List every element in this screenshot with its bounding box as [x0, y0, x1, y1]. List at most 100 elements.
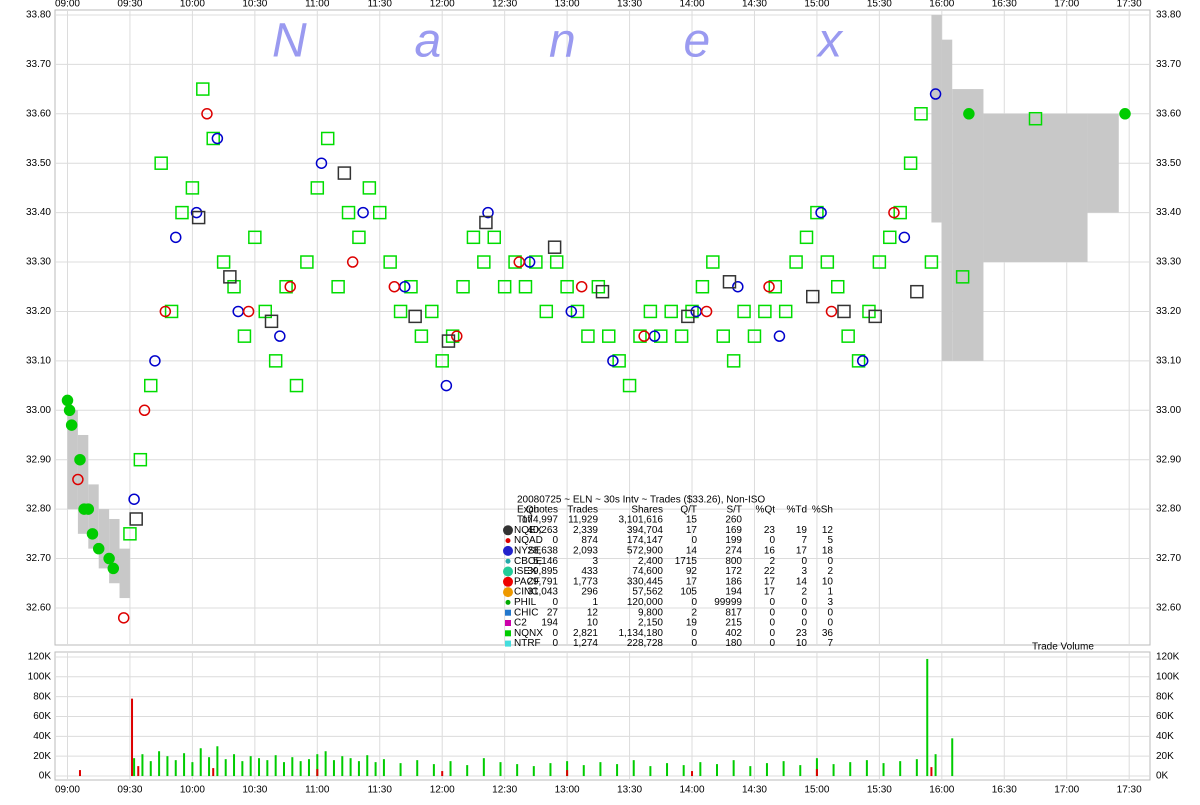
trade-marker — [888, 206, 900, 219]
quote-marker — [456, 279, 470, 294]
quote-marker — [547, 240, 562, 254]
table-cell: 28,638 — [527, 546, 558, 557]
quote-marker — [268, 354, 283, 368]
x-tick-label: 12:00 — [430, 785, 455, 796]
quote-marker — [695, 279, 710, 294]
x-tick-label: 13:00 — [555, 785, 580, 796]
y-tick-label: 33.80 — [26, 10, 51, 21]
table-cell: 0 — [691, 638, 697, 649]
y-tick-label-right: 0K — [1156, 771, 1169, 782]
table-cell: 0 — [769, 535, 775, 546]
volume-bar — [183, 753, 186, 777]
volume-bar — [865, 760, 868, 777]
legend-marker — [505, 640, 511, 647]
quote-marker — [154, 156, 168, 170]
trade-marker — [346, 256, 359, 268]
table-cell: 1,773 — [573, 576, 598, 587]
table-cell: 433 — [581, 566, 598, 577]
volume-bar — [432, 764, 435, 777]
table-cell: 2 — [801, 587, 807, 598]
legend-marker — [503, 525, 513, 536]
table-cell: 0 — [827, 556, 833, 567]
volume-bar — [282, 762, 285, 777]
quote-marker — [924, 255, 939, 269]
volume-bar — [934, 754, 937, 777]
quote-marker — [223, 270, 237, 284]
quote-marker — [383, 255, 397, 269]
volume-bar — [926, 658, 929, 777]
trade-marker — [513, 256, 525, 268]
quote-marker — [508, 255, 522, 269]
quote-marker — [841, 329, 855, 343]
y-tick-label-right: 120K — [1156, 652, 1180, 663]
quote-marker — [806, 289, 820, 304]
volume-bar — [799, 765, 802, 777]
volume-bar — [715, 764, 718, 777]
table-header: S/T — [726, 505, 742, 516]
quote-marker — [737, 304, 751, 319]
volume-bar — [951, 738, 954, 777]
quote-marker — [144, 378, 158, 393]
volume-bar — [441, 771, 444, 777]
trade-marker — [638, 330, 650, 342]
table-cell: 874 — [581, 535, 598, 546]
volume-bar — [632, 760, 635, 777]
table-cell: 2,821 — [573, 628, 598, 639]
y-tick-label: 33.30 — [26, 257, 51, 268]
trade-marker — [149, 355, 161, 367]
volume-bar — [291, 757, 294, 777]
volume-bar — [382, 759, 385, 777]
range-bar — [98, 509, 110, 569]
quote-marker — [716, 329, 730, 343]
volume-bar — [699, 762, 702, 777]
y-tick-label: 20K — [33, 751, 51, 762]
volume-bar — [749, 766, 752, 777]
volume-bar — [274, 755, 277, 777]
table-cell: 18 — [822, 546, 834, 557]
table-cell: 1 — [592, 597, 598, 608]
y-tick-label: 33.50 — [26, 158, 51, 169]
table-cell: 0 — [552, 535, 558, 546]
quote-marker — [654, 329, 668, 343]
panel-label: Trade Volume — [1032, 642, 1094, 653]
x-tick-label: 11:00 — [305, 0, 330, 10]
trade-marker — [773, 330, 786, 342]
quote-marker — [227, 279, 241, 294]
volume-bar — [516, 764, 519, 777]
quote-marker — [216, 255, 231, 269]
quote-marker — [726, 354, 741, 368]
quote-marker — [191, 210, 206, 225]
table-cell: 40,263 — [527, 525, 558, 536]
table-cell: 7 — [827, 638, 833, 649]
quote-marker — [337, 166, 352, 180]
trade-marker — [565, 305, 578, 318]
table-cell: 0 — [769, 597, 775, 608]
legend-marker — [505, 558, 511, 564]
table-cell: 1,134,180 — [619, 628, 664, 639]
volume-bar — [930, 767, 933, 777]
trade-marker — [898, 231, 911, 244]
volume-bar — [316, 754, 319, 777]
x-tick-label: 10:30 — [242, 785, 267, 796]
table-cell: 0 — [827, 607, 833, 618]
table-cell: 12 — [587, 607, 599, 618]
x-tick-label: 14:00 — [679, 0, 704, 10]
table-cell: 169 — [725, 525, 742, 536]
table-cell: 260 — [725, 515, 742, 526]
table-cell: 3 — [801, 566, 807, 577]
trade-marker — [815, 206, 827, 219]
quote-marker — [425, 304, 439, 319]
trade-marker — [700, 305, 713, 318]
quote-marker — [903, 156, 918, 170]
table-cell: NYSE — [514, 546, 542, 557]
volume-bar — [131, 698, 134, 777]
table-cell: 0 — [769, 618, 775, 629]
table-cell: 0 — [801, 607, 807, 618]
x-tick-label: 09:00 — [55, 785, 80, 796]
volume-bar — [149, 761, 152, 777]
trade-marker — [1119, 108, 1131, 120]
table-cell: 0 — [801, 597, 807, 608]
table-cell: PHIL — [514, 597, 537, 608]
y-tick-label-right: 33.00 — [1156, 405, 1181, 416]
